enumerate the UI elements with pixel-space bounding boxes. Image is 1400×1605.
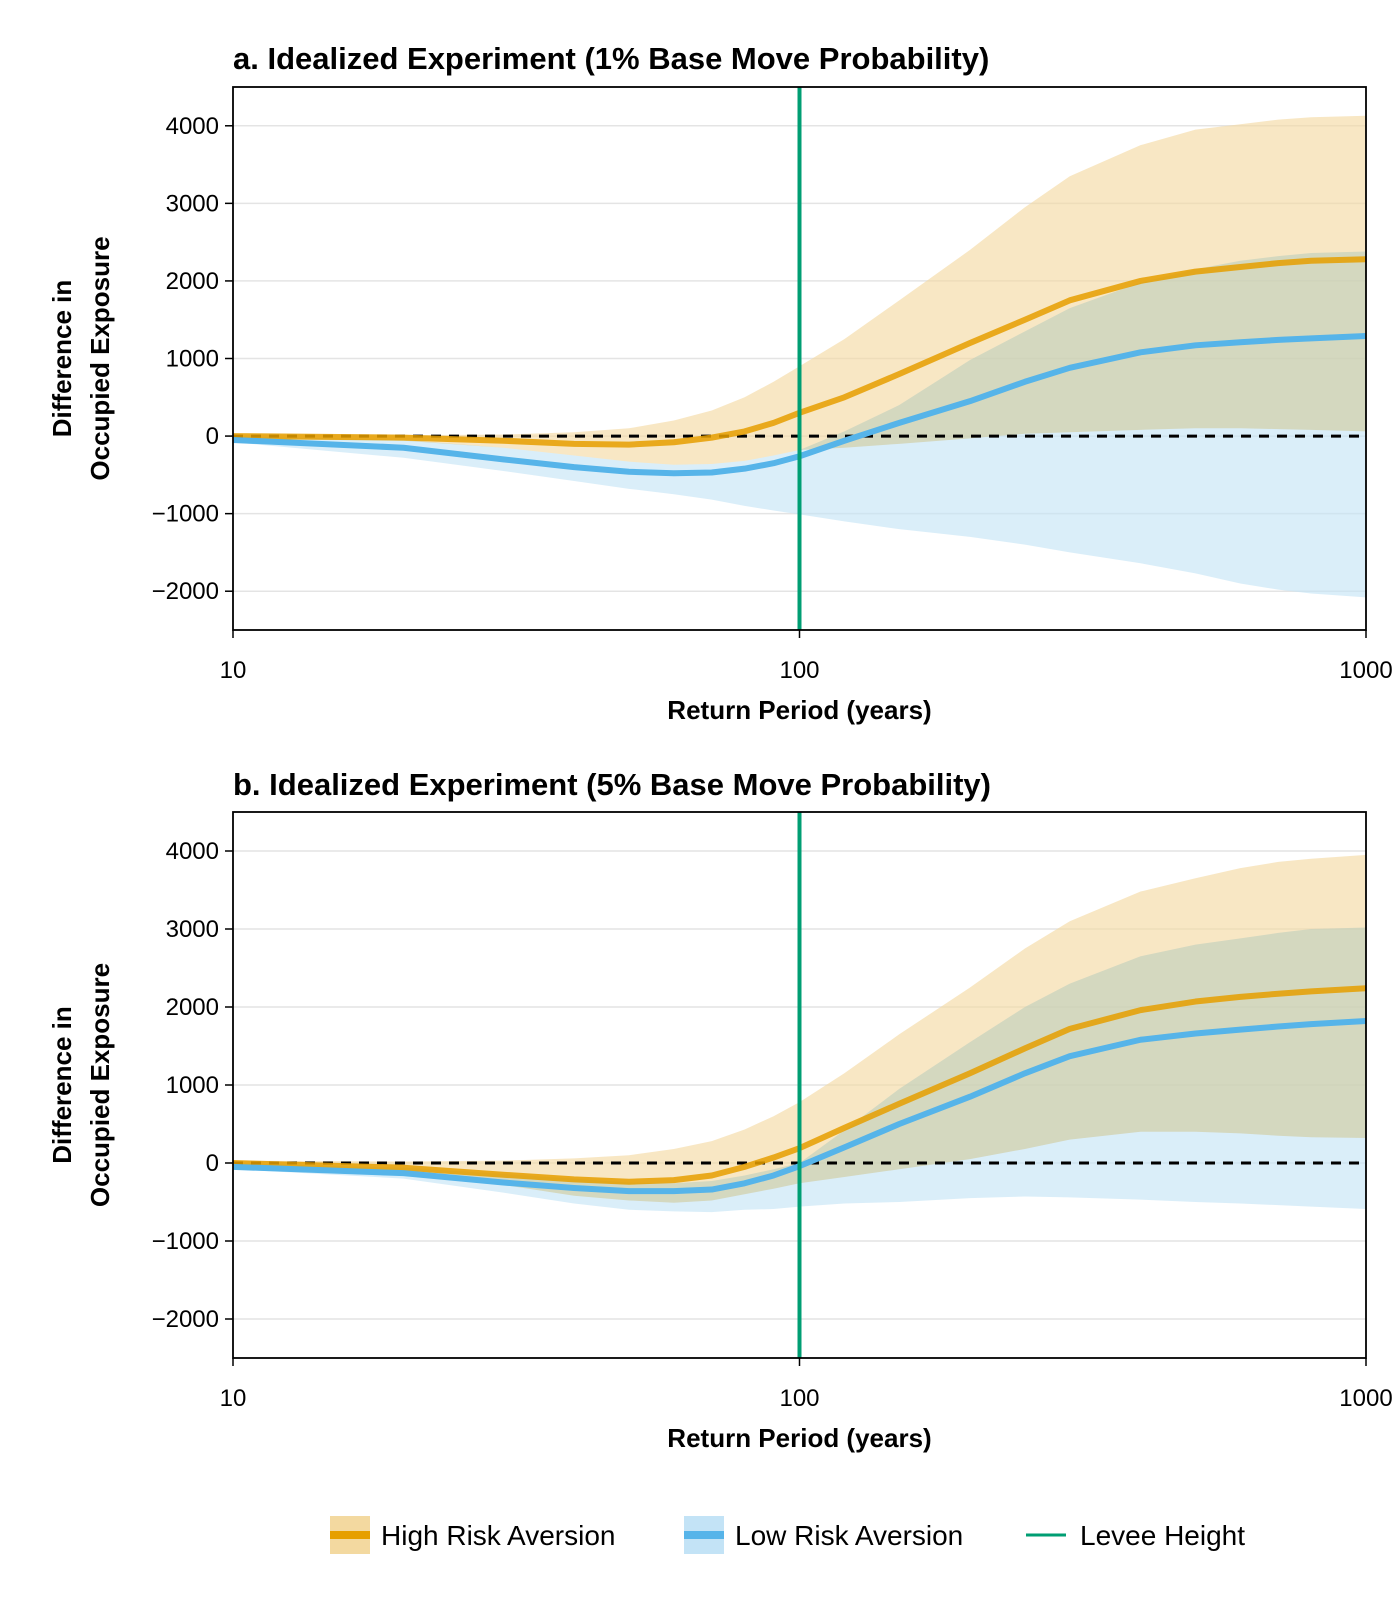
chart-title: a. Idealized Experiment (1% Base Move Pr… <box>233 41 989 76</box>
panel-a: −2000 −1000 0 1000 2000 3000 4000 10 100 1000 a. I… <box>47 41 1393 725</box>
y-tick-label: 1000 <box>166 346 219 373</box>
x-tick-label: 100 <box>779 657 819 684</box>
legend-swatch-line <box>330 1531 370 1539</box>
y-axis-label-line2: Occupied Exposure <box>85 963 115 1207</box>
x-tick-label: 10 <box>220 1385 247 1412</box>
x-tick-label: 10 <box>220 657 247 684</box>
band-low-risk-aversion <box>233 251 1366 598</box>
legend-item: Levee Height <box>1026 1520 1245 1551</box>
y-tick-label: 1000 <box>166 1072 219 1099</box>
chart-title: b. Idealized Experiment (5% Base Move Pr… <box>233 767 991 802</box>
y-tick-label: 2000 <box>166 268 219 295</box>
y-axis-label-line1: Difference in <box>47 1006 77 1164</box>
y-tick-label: 3000 <box>166 190 219 217</box>
line-low-risk-aversion <box>233 333 1366 477</box>
legend: High Risk Aversion Low Risk Aversion Levee… <box>330 1516 1245 1554</box>
y-axis-label-line2: Occupied Exposure <box>85 236 115 480</box>
panel-b: −2000 −1000 0 1000 2000 3000 4000 10 100 1000 b. I… <box>47 767 1393 1453</box>
line-high-risk-aversion <box>233 256 1366 448</box>
y-tick-label: −1000 <box>152 501 219 528</box>
band-low-risk-aversion <box>233 927 1366 1213</box>
y-tick-label: −1000 <box>152 1228 219 1255</box>
x-axis-label: Return Period (years) <box>667 695 931 725</box>
x-axis-label: Return Period (years) <box>667 1423 931 1453</box>
legend-label: Levee Height <box>1080 1520 1245 1551</box>
legend-label: High Risk Aversion <box>381 1520 615 1551</box>
line-low-risk-aversion <box>233 1018 1366 1195</box>
y-tick-label: 0 <box>206 1150 219 1177</box>
legend-swatch-line <box>684 1531 724 1539</box>
y-tick-label: 4000 <box>166 838 219 865</box>
y-tick-label: 3000 <box>166 916 219 943</box>
line-high-risk-aversion <box>233 985 1366 1185</box>
y-axis-label-line1: Difference in <box>47 280 77 438</box>
x-tick-label: 100 <box>779 1385 819 1412</box>
legend-item: High Risk Aversion <box>330 1516 615 1554</box>
x-tick-label: 1000 <box>1339 657 1392 684</box>
y-tick-label: −2000 <box>152 1306 219 1333</box>
legend-label: Low Risk Aversion <box>735 1520 963 1551</box>
plot-area <box>233 115 1366 598</box>
y-tick-label: 2000 <box>166 994 219 1021</box>
legend-item: Low Risk Aversion <box>684 1516 963 1554</box>
y-tick-label: −2000 <box>152 578 219 605</box>
y-tick-label: 0 <box>206 423 219 450</box>
x-tick-label: 1000 <box>1339 1385 1392 1412</box>
y-tick-label: 4000 <box>166 113 219 140</box>
